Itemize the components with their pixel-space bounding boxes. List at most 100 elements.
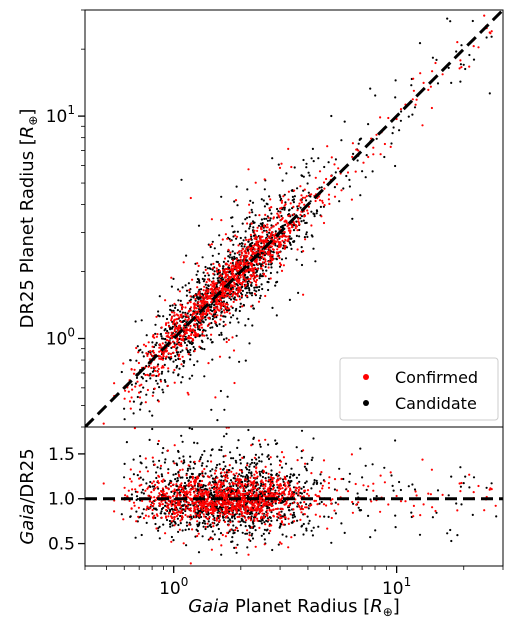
confirmed-ratio-point: [167, 515, 170, 518]
confirmed-ratio-point: [160, 516, 163, 519]
confirmed-point: [213, 315, 216, 318]
candidate-point: [308, 174, 311, 177]
confirmed-ratio-point: [147, 494, 150, 497]
candidate-point: [383, 155, 386, 159]
confirmed-point: [233, 265, 236, 268]
confirmed-point: [200, 313, 203, 316]
confirmed-ratio-point: [175, 483, 178, 486]
confirmed-point: [472, 45, 475, 48]
confirmed-point: [156, 370, 159, 373]
candidate-point: [305, 233, 308, 236]
candidate-point: [197, 328, 200, 331]
candidate-ratio-point: [291, 516, 294, 519]
candidate-ratio-point: [255, 463, 258, 466]
candidate-ratio-point: [177, 450, 180, 453]
confirmed-ratio-point: [194, 512, 197, 515]
candidate-point: [282, 244, 285, 247]
candidate-ratio-point: [172, 539, 175, 542]
confirmed-point: [201, 334, 204, 337]
confirmed-point: [287, 238, 290, 241]
confirmed-point: [247, 245, 250, 248]
confirmed-point: [236, 251, 239, 254]
candidate-point: [168, 313, 171, 316]
candidate-ratio-point: [245, 468, 249, 471]
confirmed-point: [200, 301, 203, 304]
candidate-ratio-point: [307, 522, 310, 525]
candidate-ratio-point: [246, 546, 249, 549]
confirmed-ratio-point: [292, 501, 295, 504]
candidate-ratio-point: [209, 454, 212, 457]
confirmed-ratio-point: [370, 500, 373, 503]
confirmed-point: [211, 290, 214, 293]
confirmed-point: [250, 305, 253, 308]
candidate-point: [175, 347, 178, 350]
confirmed-point: [205, 281, 208, 284]
confirmed-point: [206, 301, 209, 304]
candidate-ratio-point: [435, 511, 438, 514]
candidate-point: [160, 372, 163, 375]
confirmed-point: [250, 265, 253, 268]
candidate-point: [174, 355, 177, 358]
confirmed-ratio-point: [239, 510, 242, 513]
candidate-ratio-point: [206, 488, 209, 491]
candidate-point: [164, 337, 167, 341]
confirmed-point: [247, 278, 250, 281]
candidate-point: [160, 335, 163, 338]
confirmed-point: [240, 283, 243, 286]
confirmed-ratio-point: [306, 492, 309, 495]
confirmed-point: [245, 238, 248, 241]
confirmed-point: [214, 302, 217, 305]
candidate-ratio-point: [210, 525, 213, 529]
confirmed-ratio-point: [207, 494, 210, 497]
candidate-ratio-point: [185, 521, 188, 524]
confirmed-point: [278, 236, 281, 239]
confirmed-point: [274, 223, 278, 226]
confirmed-point: [151, 345, 154, 348]
candidate-point: [145, 379, 148, 383]
candidate-point: [178, 367, 181, 370]
candidate-ratio-point: [139, 476, 142, 479]
confirmed-point: [193, 349, 196, 353]
confirmed-point: [216, 300, 219, 303]
candidate-point: [179, 350, 182, 354]
candidate-point: [250, 294, 254, 297]
candidate-point: [357, 142, 360, 145]
confirmed-point: [434, 61, 437, 65]
candidate-point: [333, 186, 336, 189]
candidate-ratio-point: [139, 455, 142, 458]
confirmed-point: [245, 247, 248, 250]
confirmed-point: [186, 315, 190, 318]
candidate-point: [229, 298, 233, 301]
candidate-ratio-point: [317, 525, 320, 528]
confirmed-ratio-point: [167, 506, 170, 509]
candidate-point: [134, 382, 137, 385]
confirmed-point: [240, 254, 243, 257]
confirmed-point: [399, 108, 403, 111]
confirmed-point: [201, 330, 204, 334]
confirmed-point: [357, 149, 360, 152]
confirmed-ratio-point: [165, 492, 168, 495]
candidate-point: [229, 321, 232, 324]
confirmed-ratio-point: [226, 531, 229, 535]
confirmed-point: [199, 294, 202, 297]
confirmed-ratio-point: [322, 459, 326, 462]
confirmed-ratio-point: [261, 512, 264, 515]
confirmed-ratio-point: [204, 525, 207, 529]
confirmed-point: [302, 293, 305, 296]
confirmed-point: [233, 381, 236, 385]
candidate-ratio-point: [284, 462, 288, 465]
candidate-point: [209, 245, 212, 249]
candidate-point: [236, 317, 239, 320]
confirmed-point: [289, 231, 292, 234]
candidate-point: [352, 152, 355, 155]
candidate-point: [390, 142, 393, 145]
candidate-point: [211, 326, 214, 329]
candidate-ratio-point: [171, 508, 174, 511]
candidate-point: [236, 204, 239, 207]
confirmed-ratio-point: [165, 486, 168, 489]
confirmed-ratio-point: [458, 482, 461, 485]
candidate-point: [359, 194, 362, 197]
candidate-ratio-point: [283, 514, 286, 517]
confirmed-point: [266, 223, 269, 226]
candidate-point: [179, 310, 182, 313]
